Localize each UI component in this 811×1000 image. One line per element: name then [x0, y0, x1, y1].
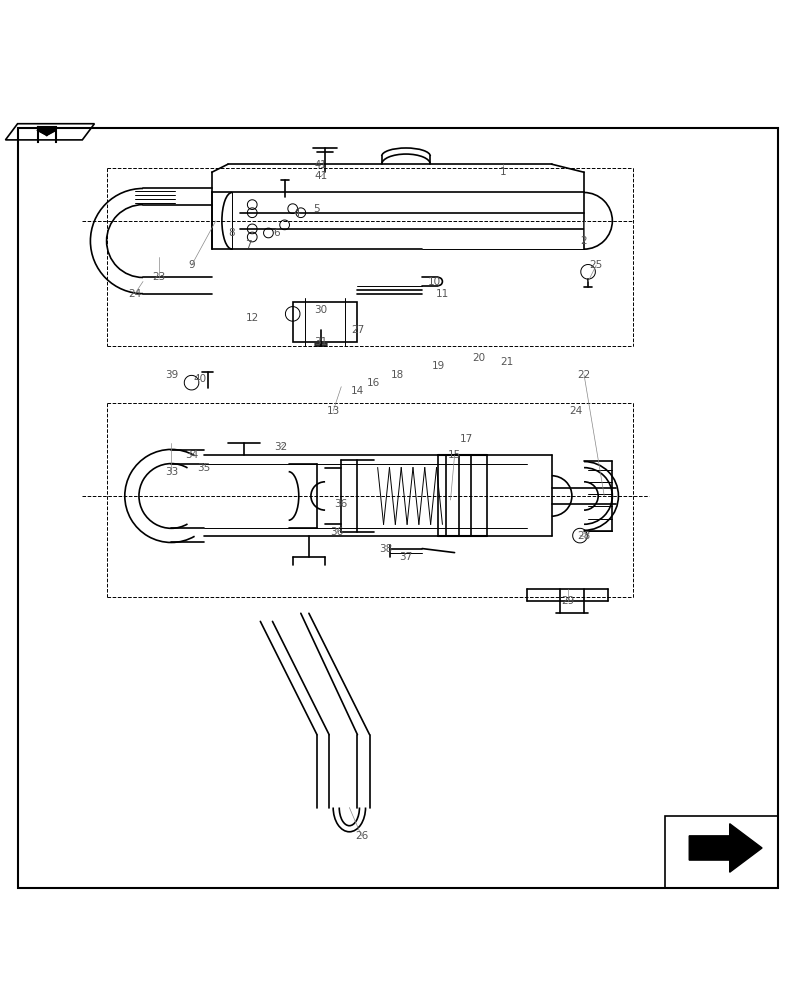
Text: 1: 1: [500, 167, 506, 177]
Text: 7: 7: [245, 240, 251, 250]
Text: 26: 26: [354, 831, 367, 841]
Text: 28: 28: [577, 531, 590, 541]
Text: 24: 24: [569, 406, 581, 416]
Text: 37: 37: [399, 552, 412, 562]
Text: 40: 40: [193, 374, 206, 384]
Text: 12: 12: [245, 313, 259, 323]
Text: 5: 5: [313, 204, 320, 214]
Polygon shape: [6, 124, 94, 140]
Text: 17: 17: [460, 434, 473, 444]
Text: 13: 13: [326, 406, 339, 416]
Text: 31: 31: [314, 337, 328, 347]
Text: 10: 10: [427, 277, 440, 287]
Text: 11: 11: [436, 289, 448, 299]
Text: 19: 19: [431, 361, 444, 371]
Text: 34: 34: [185, 450, 198, 460]
Text: 29: 29: [560, 596, 573, 606]
Text: 33: 33: [165, 467, 178, 477]
Text: 2: 2: [580, 236, 586, 246]
Text: 41: 41: [314, 171, 328, 181]
Bar: [664, 816, 777, 888]
Text: 30: 30: [314, 305, 327, 315]
Polygon shape: [38, 127, 55, 135]
Text: 36: 36: [330, 527, 343, 537]
Text: 22: 22: [577, 370, 590, 380]
Text: 36: 36: [334, 499, 347, 509]
Text: 39: 39: [165, 370, 178, 380]
Text: 16: 16: [367, 378, 380, 388]
Text: 20: 20: [472, 353, 485, 363]
Text: 27: 27: [350, 325, 363, 335]
Text: 15: 15: [448, 450, 461, 460]
Text: 21: 21: [500, 357, 513, 367]
Text: 6: 6: [272, 228, 280, 238]
Bar: [292, 302, 357, 342]
Text: 25: 25: [589, 260, 602, 270]
Text: 24: 24: [128, 289, 141, 299]
Polygon shape: [689, 824, 761, 872]
Text: 41: 41: [315, 160, 327, 170]
Text: 8: 8: [229, 228, 235, 238]
Text: 35: 35: [197, 463, 210, 473]
Text: 14: 14: [350, 386, 363, 396]
Text: 18: 18: [391, 370, 404, 380]
Text: 32: 32: [273, 442, 287, 452]
Text: 9: 9: [188, 260, 195, 270]
Text: 4: 4: [293, 208, 300, 218]
Text: 38: 38: [379, 544, 392, 554]
Text: 23: 23: [152, 272, 165, 282]
